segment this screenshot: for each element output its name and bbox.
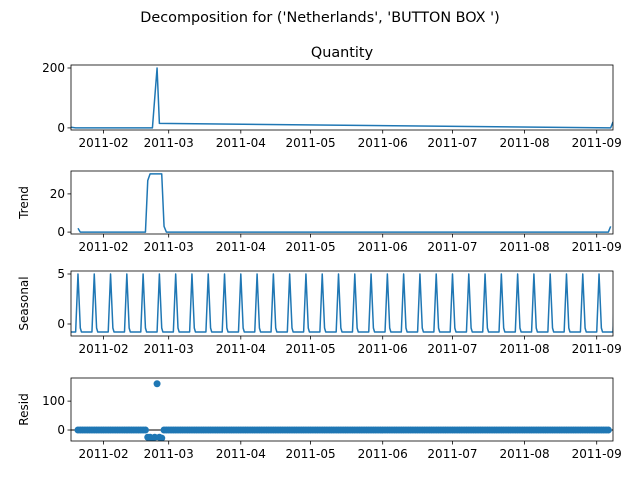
- xtick-label: 2011-06: [358, 240, 408, 254]
- xtick-label: 2011-06: [358, 447, 408, 461]
- xtick-label: 2011-08: [500, 240, 550, 254]
- panel-1: 0 20 2011-02 2011-03 2011-04 2011-05 2011-06 20…: [17, 170, 622, 254]
- resid-outlier-point: [158, 434, 166, 441]
- xtick-label: 2011-03: [144, 342, 194, 356]
- plot-area: [71, 380, 613, 441]
- xtick-label: 2011-06: [358, 136, 408, 150]
- panel-2: 0 5 2011-02 2011-03 2011-04 2011-05 2011-06 201…: [17, 267, 622, 356]
- resid-outlier-point: [153, 380, 161, 388]
- xtick-label: 2011-02: [78, 447, 128, 461]
- resid-point: [604, 426, 612, 434]
- xtick-label: 2011-05: [286, 342, 336, 356]
- xtick-label: 2011-02: [78, 240, 128, 254]
- ytick-label: 0: [57, 121, 65, 135]
- xtick-label: 2011-05: [286, 136, 336, 150]
- xtick-label: 2011-04: [216, 240, 266, 254]
- ytick-label: 0: [57, 317, 65, 331]
- chart-suptitle: Decomposition for ('Netherlands', 'BUTTO…: [140, 10, 499, 26]
- axes-frame: [70, 170, 614, 235]
- xtick-label: 2011-07: [427, 342, 477, 356]
- xtick-label: 2011-03: [144, 240, 194, 254]
- resid-point: [141, 426, 149, 434]
- xtick-label: 2011-05: [286, 240, 336, 254]
- series-line: [77, 173, 612, 233]
- xtick-label: 2011-07: [427, 240, 477, 254]
- xtick-label: 2011-09: [572, 342, 622, 356]
- xtick-label: 2011-04: [216, 342, 266, 356]
- ytick-label: 0: [57, 225, 65, 239]
- xtick-label: 2011-08: [500, 342, 550, 356]
- plot-area: [77, 173, 612, 233]
- xtick-label: 2011-07: [427, 136, 477, 150]
- series-line: [71, 67, 613, 129]
- ytick-label: 0: [57, 423, 65, 437]
- ylabel: Resid: [17, 393, 31, 425]
- xtick-label: 2011-09: [572, 447, 622, 461]
- ytick-label: 200: [42, 61, 65, 75]
- ylabel: Seasonal: [17, 276, 31, 330]
- axes-frame: [70, 270, 614, 337]
- xtick-label: 2011-04: [216, 447, 266, 461]
- xtick-label: 2011-06: [358, 342, 408, 356]
- ytick-label: 5: [57, 267, 65, 281]
- xtick-label: 2011-05: [286, 447, 336, 461]
- ylabel: Trend: [17, 186, 31, 220]
- plot-area: [71, 273, 613, 333]
- seasonal-line: [71, 273, 613, 333]
- axes-frame: [70, 64, 614, 131]
- xtick-label: 2011-02: [78, 342, 128, 356]
- panel-3: 0 100 2011-02 2011-03 2011-04 2011-05 2011-06 2…: [17, 377, 622, 461]
- xtick-label: 2011-08: [500, 447, 550, 461]
- panel-title: Quantity: [311, 45, 374, 61]
- xtick-label: 2011-03: [144, 136, 194, 150]
- xtick-label: 2011-04: [216, 136, 266, 150]
- ytick-label: 20: [50, 187, 65, 201]
- xtick-label: 2011-07: [427, 447, 477, 461]
- ytick-label: 100: [42, 394, 65, 408]
- panel-0: 0 200 2011-02 2011-03 2011-04 2011-05 2011-06 2…: [42, 45, 622, 150]
- xtick-label: 2011-09: [572, 240, 622, 254]
- xtick-label: 2011-09: [572, 136, 622, 150]
- axes-frame: [70, 377, 614, 442]
- xtick-label: 2011-03: [144, 447, 194, 461]
- xtick-label: 2011-08: [500, 136, 550, 150]
- plot-area: [71, 67, 613, 129]
- xtick-label: 2011-02: [78, 136, 128, 150]
